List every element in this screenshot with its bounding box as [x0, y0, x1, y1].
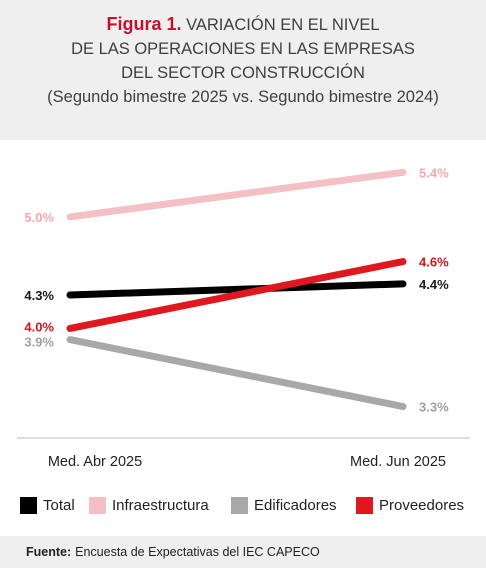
legend: Total Infraestructura Edificadores Proveedo…: [0, 493, 486, 517]
title-line-3: DEL SECTOR CONSTRUCCIÓN: [121, 64, 365, 82]
data-label-infraestructura-end: 5.4%: [419, 165, 449, 180]
x-tick-label: Med. Jun 2025: [350, 454, 446, 470]
data-label-proveedores-end: 4.6%: [419, 255, 449, 270]
data-label-total-end: 4.4%: [419, 277, 449, 292]
legend-swatch: [231, 496, 248, 514]
data-label-infraestructura-start: 5.0%: [24, 210, 54, 225]
legend-item-infraestructura: Infraestructura: [89, 493, 209, 517]
legend-item-proveedores: Proveedores: [356, 493, 464, 517]
series-line-infraestructura: [66, 168, 407, 221]
source-text: Encuesta de Expectativas del IEC CAPECO: [75, 545, 320, 559]
legend-swatch: [20, 496, 37, 514]
series-line-total: [66, 280, 407, 299]
legend-swatch: [356, 496, 373, 514]
legend-label: Proveedores: [379, 496, 465, 514]
line-chart: Med. Abr 2025 Med. Jun 2025 4.3% 4.4% 5.0% 5.…: [17, 165, 470, 470]
chart-subtitle: (Segundo bimestre 2025 vs. Segundo bimes…: [47, 88, 439, 106]
data-label-edificadores-start: 3.9%: [24, 335, 54, 350]
x-tick-label: Med. Abr 2025: [48, 454, 142, 470]
legend-item-total: Total: [20, 493, 75, 517]
data-label-edificadores-end: 3.3%: [419, 400, 449, 415]
series-line-edificadores: [66, 336, 407, 411]
title-line-2: DE LAS OPERACIONES EN LAS EMPRESAS: [71, 40, 415, 58]
legend-label: Total: [43, 496, 75, 514]
legend-item-edificadores: Edificadores: [231, 493, 337, 517]
legend-swatch: [89, 496, 106, 514]
source-footer: Fuente: Encuesta de Expectativas del IEC…: [0, 536, 486, 568]
legend-label: Infraestructura: [112, 496, 209, 514]
figure-label: Figura 1.: [106, 14, 182, 34]
title-line-1: Figura 1. VARIACIÓN EN EL NIVEL: [0, 0, 486, 37]
chart-title: VARIACIÓN EN EL NIVEL: [186, 16, 380, 34]
chart-header: Figura 1. VARIACIÓN EN EL NIVEL DE LAS O…: [0, 0, 486, 140]
data-label-total-start: 4.3%: [24, 288, 54, 303]
data-label-proveedores-start: 4.0%: [24, 319, 54, 334]
series-line-proveedores: [66, 258, 407, 332]
legend-label: Edificadores: [254, 496, 337, 514]
source-label: Fuente:: [26, 545, 72, 559]
